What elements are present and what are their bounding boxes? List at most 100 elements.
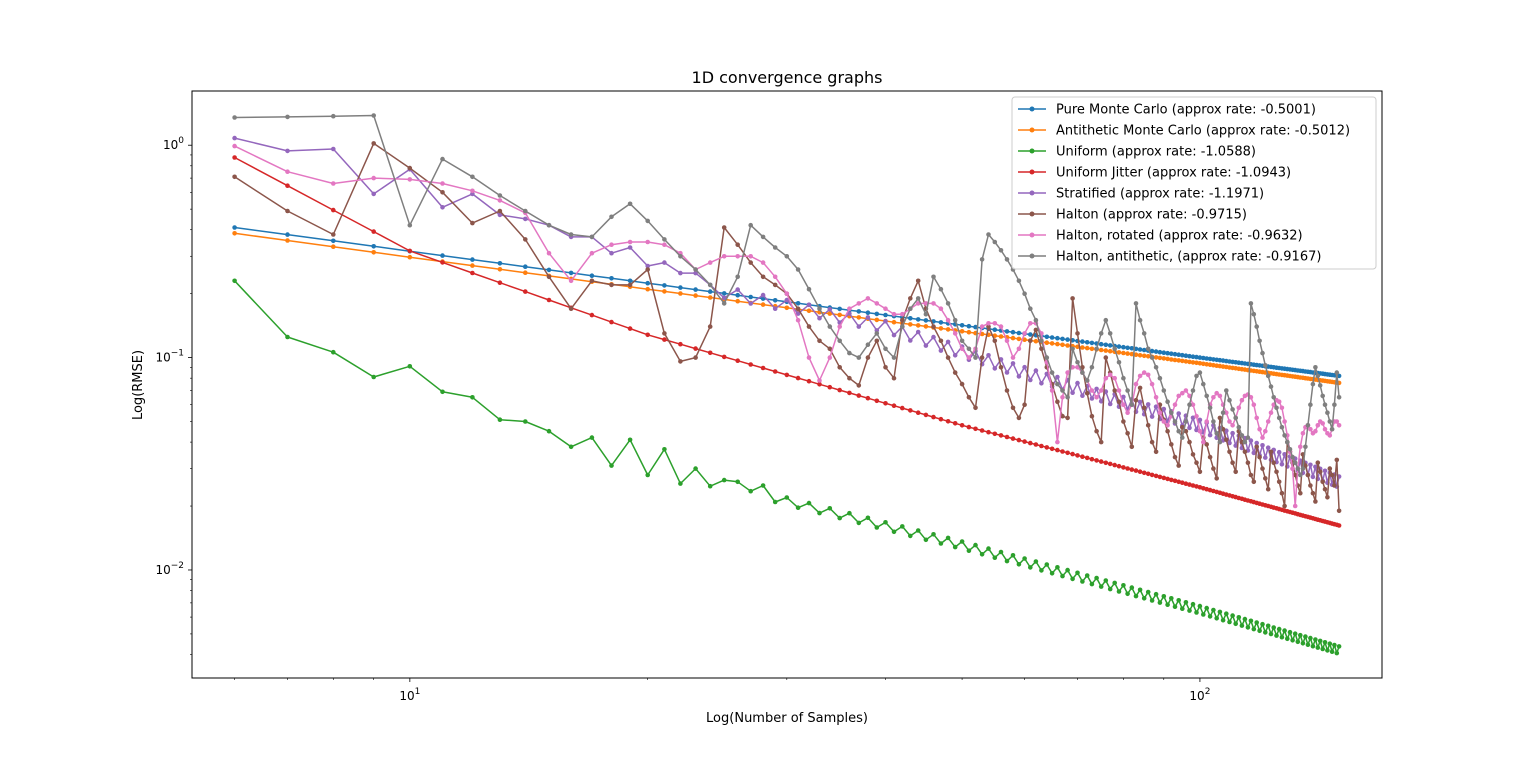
series-point [900, 317, 905, 323]
series-point [285, 334, 290, 340]
series-point [986, 324, 991, 329]
series-point [589, 234, 595, 240]
series-point [1010, 329, 1016, 335]
series-point [371, 374, 377, 380]
series-point [1254, 444, 1259, 450]
series-point [1060, 336, 1065, 342]
series-point [546, 267, 552, 273]
series-point [1248, 472, 1254, 478]
series-point [1263, 630, 1268, 635]
series-point [440, 389, 445, 395]
series-point [938, 348, 944, 353]
series-point [1322, 468, 1328, 474]
series-point [1300, 641, 1306, 646]
series-point [1176, 393, 1181, 399]
series-point [1180, 424, 1185, 430]
series-point [1230, 613, 1235, 618]
series-point [1153, 349, 1159, 354]
series-point [883, 520, 888, 525]
series-point [1145, 346, 1151, 352]
series-point [1265, 419, 1271, 424]
series-point [1220, 617, 1226, 623]
series-point [748, 362, 753, 367]
series-point [1070, 390, 1075, 396]
series-point [900, 405, 905, 411]
series-point [1263, 363, 1268, 368]
series-point [1080, 339, 1085, 344]
series-point [760, 234, 766, 240]
series-point [1028, 377, 1033, 383]
series-point [1098, 347, 1104, 353]
series-point [371, 250, 377, 255]
series-point [1084, 378, 1090, 383]
series-point [1075, 331, 1080, 336]
series-point [546, 250, 552, 256]
series-point [645, 286, 650, 292]
series-point [1033, 327, 1039, 333]
series-point [1172, 357, 1178, 363]
series-point [1145, 589, 1151, 595]
series-point [891, 332, 897, 338]
series-point [1197, 361, 1203, 366]
series-point [1121, 583, 1126, 588]
series-point [707, 324, 713, 329]
series-point [923, 324, 929, 329]
series-point [1183, 353, 1189, 359]
series-point [1310, 643, 1316, 649]
series-point [1317, 469, 1323, 475]
series-point [1248, 618, 1254, 624]
series-point [371, 175, 377, 181]
series-point [945, 535, 951, 541]
series-point [795, 375, 801, 381]
series-point [945, 317, 951, 323]
series-point [1075, 570, 1080, 576]
series-point [693, 355, 698, 360]
series-point [440, 156, 445, 162]
series-point [1305, 472, 1311, 478]
series-point [915, 296, 921, 301]
series-point [1080, 370, 1085, 375]
series-point [568, 232, 574, 237]
series-point [1084, 573, 1090, 578]
series-point [1276, 399, 1282, 405]
series-point [959, 423, 965, 428]
legend-label: Uniform (approx rate: -1.0588) [1056, 145, 1256, 160]
series-point [1016, 346, 1022, 352]
series-point [1145, 354, 1151, 359]
series-point [1313, 428, 1318, 434]
series-point [1260, 466, 1265, 471]
series-point [1308, 426, 1313, 432]
series-point [1190, 388, 1196, 393]
series-point [847, 306, 852, 312]
series-point [865, 355, 871, 360]
series-point [1248, 438, 1254, 443]
series-point [1224, 437, 1229, 443]
series-point [1313, 637, 1318, 642]
series-point [827, 307, 833, 312]
series-point [1157, 600, 1163, 605]
series-point [1254, 415, 1259, 421]
legend-swatch-marker [1029, 127, 1035, 133]
series-point [966, 395, 972, 400]
series-point [1016, 437, 1022, 443]
legend-swatch-marker [1029, 190, 1035, 196]
series-point [1233, 621, 1238, 627]
series-point [1084, 455, 1090, 461]
series-point [1236, 405, 1242, 411]
series-point [1022, 402, 1027, 408]
series-point [707, 483, 713, 489]
series-point [285, 208, 290, 214]
series-point [915, 278, 921, 284]
series-point [523, 216, 528, 222]
series-point [1290, 638, 1295, 643]
series-point [1197, 417, 1203, 423]
series-point [1149, 348, 1155, 354]
series-point [891, 375, 897, 381]
series-point [1268, 410, 1274, 416]
series-point [1089, 340, 1095, 346]
series-point [1207, 454, 1213, 460]
series-point [1161, 406, 1167, 412]
series-point [1094, 346, 1099, 352]
series-point [1310, 490, 1316, 496]
